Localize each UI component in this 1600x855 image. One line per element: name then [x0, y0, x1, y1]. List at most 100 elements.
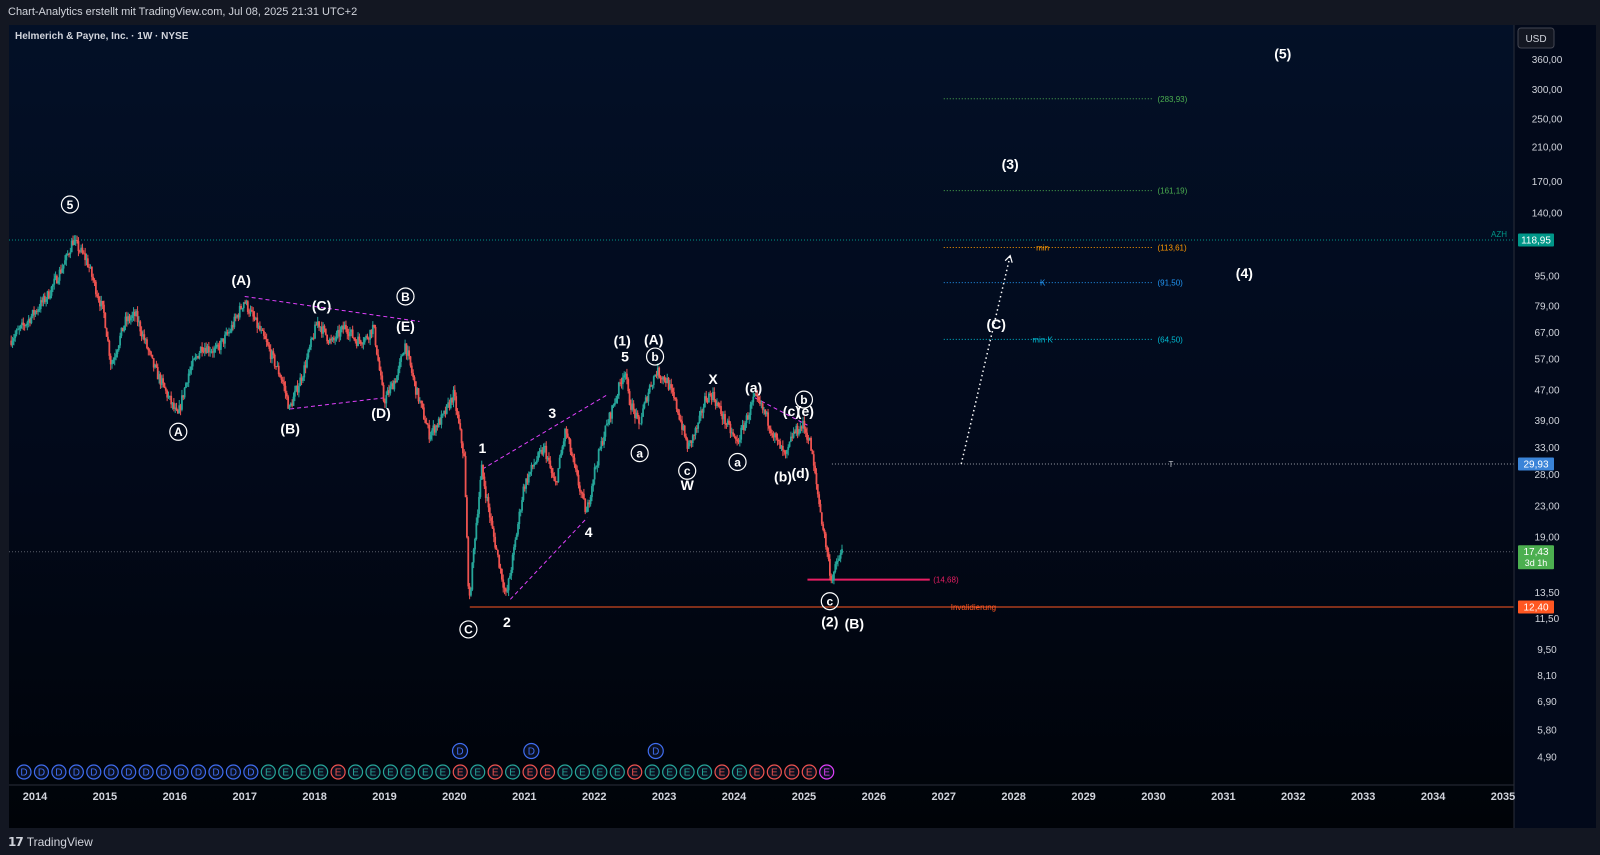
candle-body — [775, 433, 778, 438]
earnings-marker[interactable]: E — [749, 764, 765, 780]
earnings-marker[interactable]: E — [417, 764, 433, 780]
event-marker-circle — [487, 764, 503, 780]
earnings-marker[interactable]: E — [260, 764, 276, 780]
candle-body — [830, 575, 833, 581]
candle-body — [61, 268, 64, 273]
earnings-marker[interactable]: E — [539, 764, 556, 780]
candle-body — [816, 484, 819, 495]
earnings-marker[interactable]: E — [731, 764, 748, 780]
symbol-title[interactable]: Helmerich & Payne, Inc. · 1W · NYSE — [15, 31, 189, 42]
dividend-marker[interactable]: D — [86, 764, 102, 780]
event-marker-circle — [539, 764, 556, 780]
earnings-marker[interactable]: E — [592, 764, 608, 780]
earnings-marker[interactable]: E — [330, 764, 346, 780]
earnings-marker[interactable]: E — [557, 764, 573, 780]
earnings-marker[interactable]: E — [574, 764, 591, 780]
dividend-marker[interactable]: D — [138, 764, 154, 780]
price-tick-label: 6,90 — [1537, 697, 1557, 708]
earnings-marker[interactable]: E — [400, 764, 416, 780]
price-tick-label: 19,00 — [1534, 533, 1559, 544]
dividend-marker[interactable]: D — [33, 764, 50, 780]
candle-body — [254, 317, 257, 320]
candle-body — [179, 405, 182, 410]
candle-body — [146, 339, 148, 349]
dividend-marker[interactable]: D — [208, 764, 224, 780]
candle-body — [725, 423, 728, 425]
earnings-marker[interactable]: E — [382, 764, 399, 780]
earnings-marker[interactable]: E — [801, 764, 817, 780]
earnings-marker[interactable]: E — [766, 764, 782, 780]
dividend-marker[interactable]: D — [121, 764, 137, 780]
earnings-marker[interactable]: E — [714, 764, 730, 780]
earnings-marker[interactable]: E — [278, 764, 294, 780]
candle-body — [388, 390, 390, 394]
earnings-marker[interactable]: E — [522, 764, 538, 780]
earnings-marker[interactable]: E — [470, 764, 486, 780]
candle-body — [699, 410, 702, 416]
candle-body — [494, 536, 497, 548]
price-axis-badge-bg — [1518, 545, 1554, 570]
earnings-marker[interactable]: E — [435, 764, 451, 780]
currency-button[interactable]: USD — [1517, 27, 1555, 49]
price-axis-badge[interactable]: 29,93 — [1518, 457, 1554, 471]
time-axis[interactable]: 2014 2015 2016 2017 2018 2019 2020 2021 2022 2023… — [9, 784, 1515, 803]
candle-body — [621, 377, 624, 385]
dividend-marker[interactable]: D — [225, 764, 241, 780]
earnings-marker[interactable]: E — [784, 764, 800, 780]
candle-body — [671, 388, 674, 393]
earnings-marker[interactable]: E — [487, 764, 503, 780]
chart-svg[interactable]: (283,93) (161,19) (113,61) min (91,50) K (64,5… — [9, 25, 1596, 828]
price-axis-badge[interactable]: 12,40 — [1518, 600, 1554, 614]
candle-body — [804, 428, 807, 433]
price-axis-badge[interactable]: 118,95 — [1518, 233, 1554, 247]
earnings-marker[interactable]: E — [347, 764, 364, 780]
dividend-marker[interactable]: D — [156, 764, 172, 780]
dividend-marker[interactable]: D — [68, 764, 84, 780]
candle-body — [811, 450, 814, 455]
price-axis-badge-text: 29,93 — [1523, 459, 1548, 470]
candle-body — [651, 384, 654, 387]
event-marker-circle — [609, 764, 625, 780]
earnings-marker[interactable]: E — [627, 764, 643, 780]
earnings-marker[interactable]: E — [313, 764, 329, 780]
candle-body — [807, 439, 810, 441]
candle-body — [186, 382, 189, 384]
wave-label: c — [820, 592, 839, 611]
earnings-marker[interactable]: E — [609, 764, 625, 780]
candle-body — [466, 497, 468, 538]
earnings-marker[interactable]: E — [644, 764, 660, 780]
dividend-marker-raised[interactable]: D — [523, 742, 540, 760]
dividend-marker[interactable]: D — [51, 764, 67, 780]
time-tick-label: 2025 — [792, 791, 816, 803]
earnings-marker[interactable]: E — [696, 764, 713, 780]
earnings-marker[interactable]: E — [679, 764, 695, 780]
dividend-marker[interactable]: D — [243, 764, 259, 780]
earnings-marker[interactable]: E — [452, 764, 468, 780]
event-marker-circle — [819, 764, 835, 780]
candle-body — [449, 397, 452, 408]
chart-area[interactable]: (283,93) (161,19) (113,61) min (91,50) K (64,5… — [9, 25, 1596, 828]
dividend-marker[interactable]: D — [190, 764, 207, 780]
candle-body — [779, 441, 782, 449]
dividend-marker-raised[interactable]: D — [647, 742, 664, 760]
candle-body — [794, 431, 796, 434]
candle-body — [652, 376, 655, 385]
earnings-marker[interactable]: E — [505, 764, 521, 780]
dividend-marker[interactable]: D — [103, 764, 119, 780]
price-axis[interactable]: 360,00 300,00 250,00 210,00 170,00 140,00 95,0… — [1513, 25, 1596, 828]
earnings-marker[interactable]: E — [295, 764, 311, 780]
earnings-marker[interactable]: E — [819, 764, 835, 780]
candle-body — [457, 414, 460, 424]
dividend-marker[interactable]: D — [16, 764, 32, 780]
dividend-marker[interactable]: D — [173, 764, 189, 780]
earnings-marker[interactable]: E — [662, 764, 678, 780]
earnings-marker[interactable]: E — [365, 764, 381, 780]
time-tick-label: 2015 — [93, 791, 117, 803]
dividend-marker-raised[interactable]: D — [451, 742, 469, 760]
tradingview-brand[interactable]: 𝟭𝟳 TradingView — [8, 828, 93, 855]
candle-body — [662, 376, 665, 380]
wave-label: W — [681, 477, 695, 493]
candle-body — [808, 437, 811, 441]
